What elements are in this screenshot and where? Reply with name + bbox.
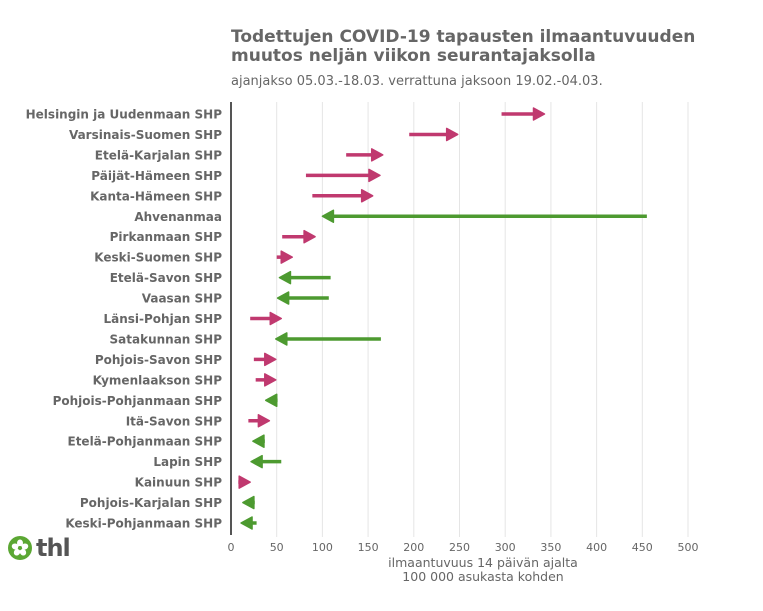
arrow-decrease xyxy=(321,209,647,223)
x-axis-label-line1: ilmaantuvuus 14 päivän ajalta xyxy=(388,555,578,570)
category-label: Länsi-Pohjan SHP xyxy=(103,312,222,326)
x-tick-label: 50 xyxy=(270,541,284,554)
arrow-head xyxy=(264,373,277,387)
arrow-head xyxy=(240,516,253,530)
arrow-decrease xyxy=(240,516,257,530)
arrow-head xyxy=(276,291,290,305)
category-labels: Helsingin ja Uudenmaan SHP Varsinais-Suom… xyxy=(26,108,223,531)
arrow-decrease xyxy=(242,495,255,510)
arrow-head xyxy=(280,250,293,264)
arrow-head xyxy=(370,148,384,162)
category-label: Etelä-Savon SHP xyxy=(110,271,222,285)
arrow-head xyxy=(278,270,292,285)
arrow-increase xyxy=(305,168,381,183)
arrow-decrease xyxy=(278,270,331,285)
arrow-head xyxy=(264,352,277,367)
arrow-head xyxy=(275,332,288,346)
category-label: Varsinais-Suomen SHP xyxy=(69,128,222,142)
arrow-increase xyxy=(346,148,384,162)
arrow-increase xyxy=(409,127,459,142)
arrow-increase xyxy=(238,475,251,489)
x-axis-label-line2: 100 000 asukasta kohden xyxy=(402,569,563,584)
category-label: Etelä-Karjalan SHP xyxy=(95,148,222,162)
category-label: Kainuun SHP xyxy=(135,476,223,490)
arrow-increase xyxy=(276,250,293,264)
arrow-head xyxy=(368,168,381,183)
x-tick-labels: 0 50 100 150 200 250 300 350 400 450 500 xyxy=(228,541,699,554)
category-label: Kymenlaakson SHP xyxy=(93,373,223,387)
category-label: Lapin SHP xyxy=(153,455,222,469)
arrow-head xyxy=(360,189,374,203)
category-label: Vaasan SHP xyxy=(142,292,222,306)
arrow-head xyxy=(242,495,255,510)
x-tick-label: 400 xyxy=(586,541,607,554)
arrow-decrease xyxy=(250,454,282,469)
arrows-layer xyxy=(238,107,647,530)
logo-text: thl xyxy=(36,534,71,562)
x-tick-label: 200 xyxy=(403,541,424,554)
category-label: Ahvenanmaa xyxy=(134,210,222,224)
category-label: Satakunnan SHP xyxy=(110,332,223,346)
x-tick-label: 450 xyxy=(632,541,653,554)
category-label: Pirkanmaan SHP xyxy=(110,230,223,244)
x-tick-label: 350 xyxy=(540,541,561,554)
arrow-head xyxy=(269,311,283,326)
chart-subtitle: ajanjakso 05.03.-18.03. verrattuna jakso… xyxy=(231,74,603,89)
category-label: Pohjois-Pohjanmaan SHP xyxy=(53,394,223,408)
arrow-increase xyxy=(255,373,277,387)
arrow-head xyxy=(445,127,459,142)
category-label: Pohjois-Savon SHP xyxy=(95,353,222,367)
x-tick-label: 0 xyxy=(228,541,235,554)
arrow-decrease xyxy=(275,332,381,346)
category-label: Päijät-Hämeen SHP xyxy=(91,169,222,183)
arrow-increase xyxy=(312,189,374,203)
arrow-head xyxy=(238,475,251,489)
flower-icon xyxy=(8,536,32,560)
chart-title: Todettujen COVID-19 tapausten ilmaantuvu… xyxy=(231,27,696,66)
arrow-head xyxy=(252,434,265,448)
arrow-head xyxy=(532,107,546,121)
x-tick-label: 500 xyxy=(678,541,699,554)
arrow-increase xyxy=(250,311,283,326)
category-label: Keski-Pohjanmaan SHP xyxy=(65,517,222,531)
thl-logo: thl xyxy=(8,534,71,562)
arrow-increase xyxy=(501,107,546,121)
arrow-head xyxy=(303,229,316,244)
arrow-head xyxy=(264,393,278,408)
arrow-decrease xyxy=(252,434,265,448)
arrow-decrease xyxy=(276,291,329,305)
x-tick-label: 250 xyxy=(449,541,470,554)
x-tick-label: 100 xyxy=(312,541,333,554)
arrow-increase xyxy=(248,414,271,428)
category-label: Keski-Suomen SHP xyxy=(94,251,222,265)
category-label: Helsingin ja Uudenmaan SHP xyxy=(26,108,223,122)
arrow-decrease xyxy=(264,393,278,408)
arrow-head xyxy=(321,209,335,223)
category-label: Itä-Savon SHP xyxy=(126,414,222,428)
arrow-head xyxy=(250,454,263,469)
category-label: Kanta-Hämeen SHP xyxy=(90,189,222,203)
x-tick-label: 300 xyxy=(495,541,516,554)
arrow-increase xyxy=(282,229,316,244)
grid-lines xyxy=(276,102,689,537)
arrow-increase xyxy=(253,352,277,367)
category-label: Pohjois-Karjalan SHP xyxy=(80,496,222,510)
category-label: Etelä-Pohjanmaan SHP xyxy=(68,435,223,449)
arrow-head xyxy=(257,414,271,428)
x-tick-label: 150 xyxy=(358,541,379,554)
